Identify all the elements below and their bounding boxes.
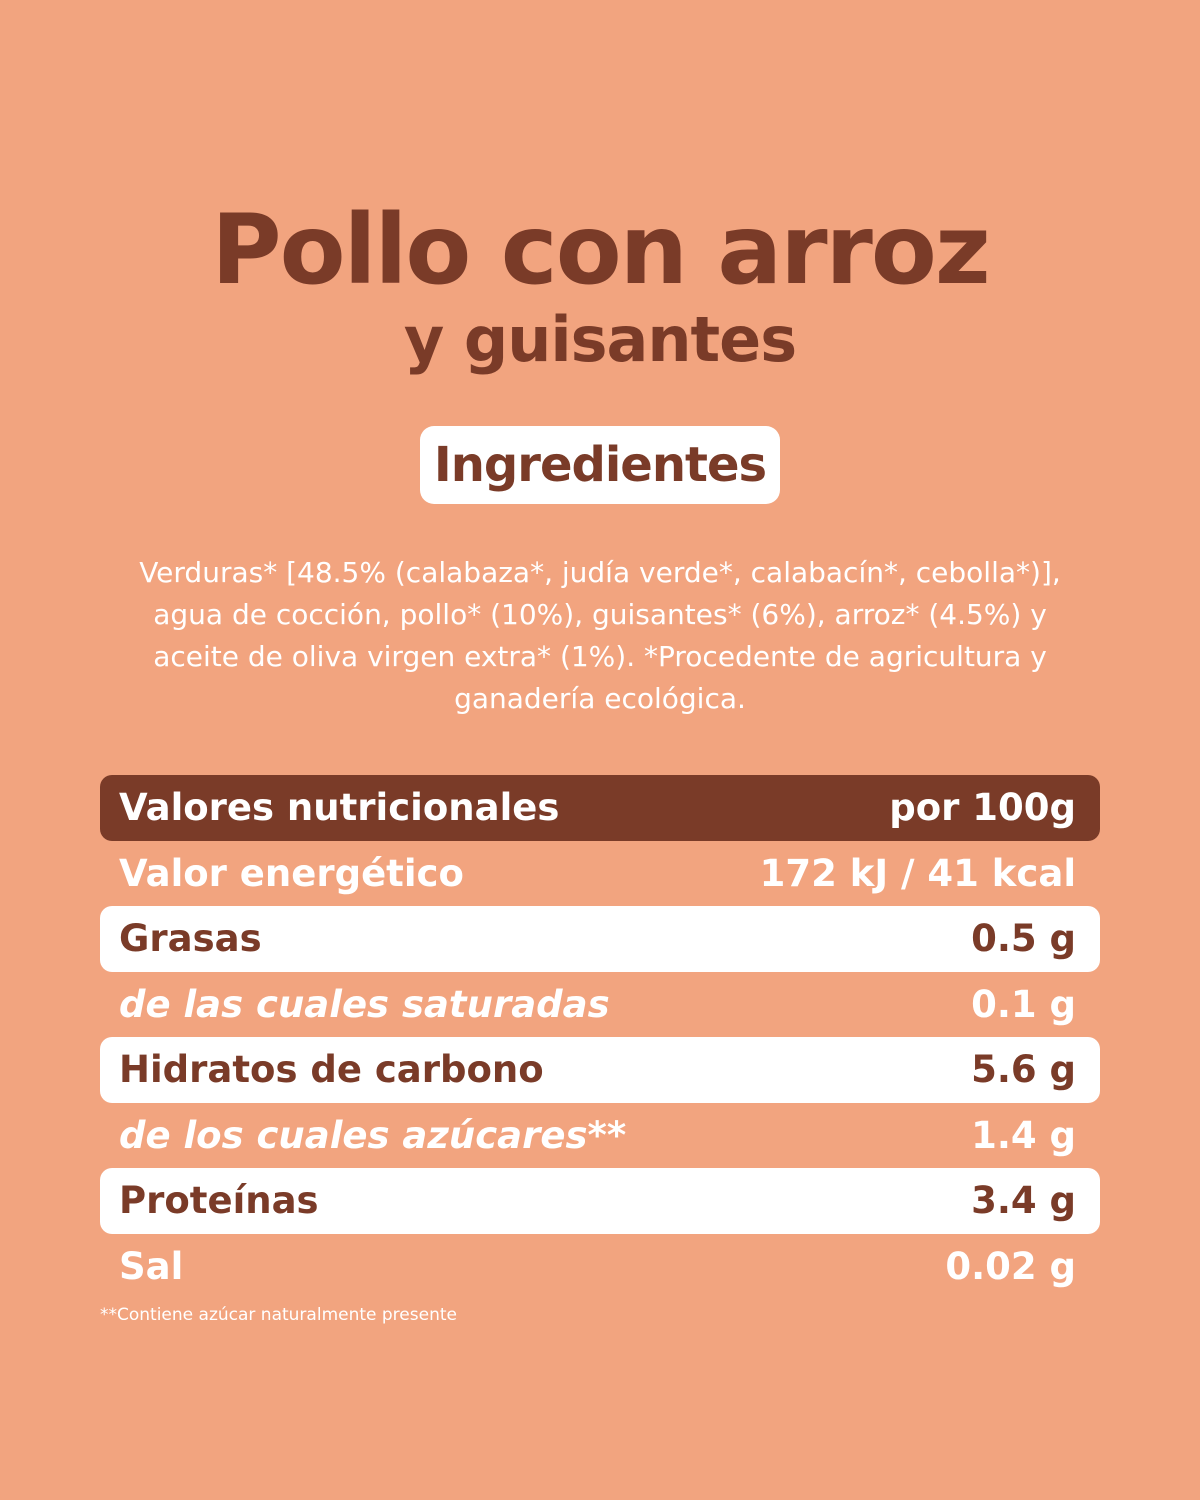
sugar-footnote: **Contiene azúcar naturalmente presente (100, 1305, 457, 1325)
product-subtitle: y guisantes (403, 303, 797, 376)
nutrition-row-label: de las cuales saturadas (119, 982, 610, 1026)
nutrition-row-value: 0.02 g (945, 1244, 1076, 1288)
nutrition-row-value: 0.5 g (971, 917, 1076, 961)
ingredients-list: Verduras* [48.5% (calabaza*, judía verde… (139, 556, 1061, 715)
nutrition-header-row: Valores nutricionales por 100g (100, 775, 1100, 841)
nutrition-row-carbohydrates: Hidratos de carbono 5.6 g (100, 1037, 1100, 1103)
nutrition-header-label: Valores nutricionales (119, 786, 560, 830)
nutrition-row-saturated: de las cuales saturadas 0.1 g (100, 972, 1100, 1038)
nutrition-row-label: de los cuales azúcares** (119, 1113, 627, 1157)
nutrition-row-value: 172 kJ / 41 kcal (759, 851, 1076, 895)
nutrition-header-value: por 100g (889, 786, 1076, 830)
nutrition-row-value: 0.1 g (971, 982, 1076, 1026)
nutrition-row-sugars: de los cuales azúcares** 1.4 g (100, 1103, 1100, 1169)
nutrition-row-label: Proteínas (119, 1179, 319, 1223)
nutrition-row-label: Sal (119, 1244, 184, 1288)
nutrition-table: Valores nutricionales por 100g Valor ene… (100, 775, 1100, 1299)
nutrition-row-energy: Valor energético 172 kJ / 41 kcal (100, 841, 1100, 907)
product-title: Pollo con arroz (211, 194, 990, 306)
nutrition-row-protein: Proteínas 3.4 g (100, 1168, 1100, 1234)
ingredients-heading: Ingredientes (420, 426, 780, 504)
nutrition-row-label: Hidratos de carbono (119, 1048, 544, 1092)
nutrition-row-value: 1.4 g (971, 1113, 1076, 1157)
nutrition-row-value: 3.4 g (971, 1179, 1076, 1223)
nutrition-row-value: 5.6 g (971, 1048, 1076, 1092)
nutrition-row-salt: Sal 0.02 g (100, 1234, 1100, 1300)
nutrition-row-label: Grasas (119, 917, 262, 961)
nutrition-row-label: Valor energético (119, 851, 464, 895)
nutrition-row-fat: Grasas 0.5 g (100, 906, 1100, 972)
